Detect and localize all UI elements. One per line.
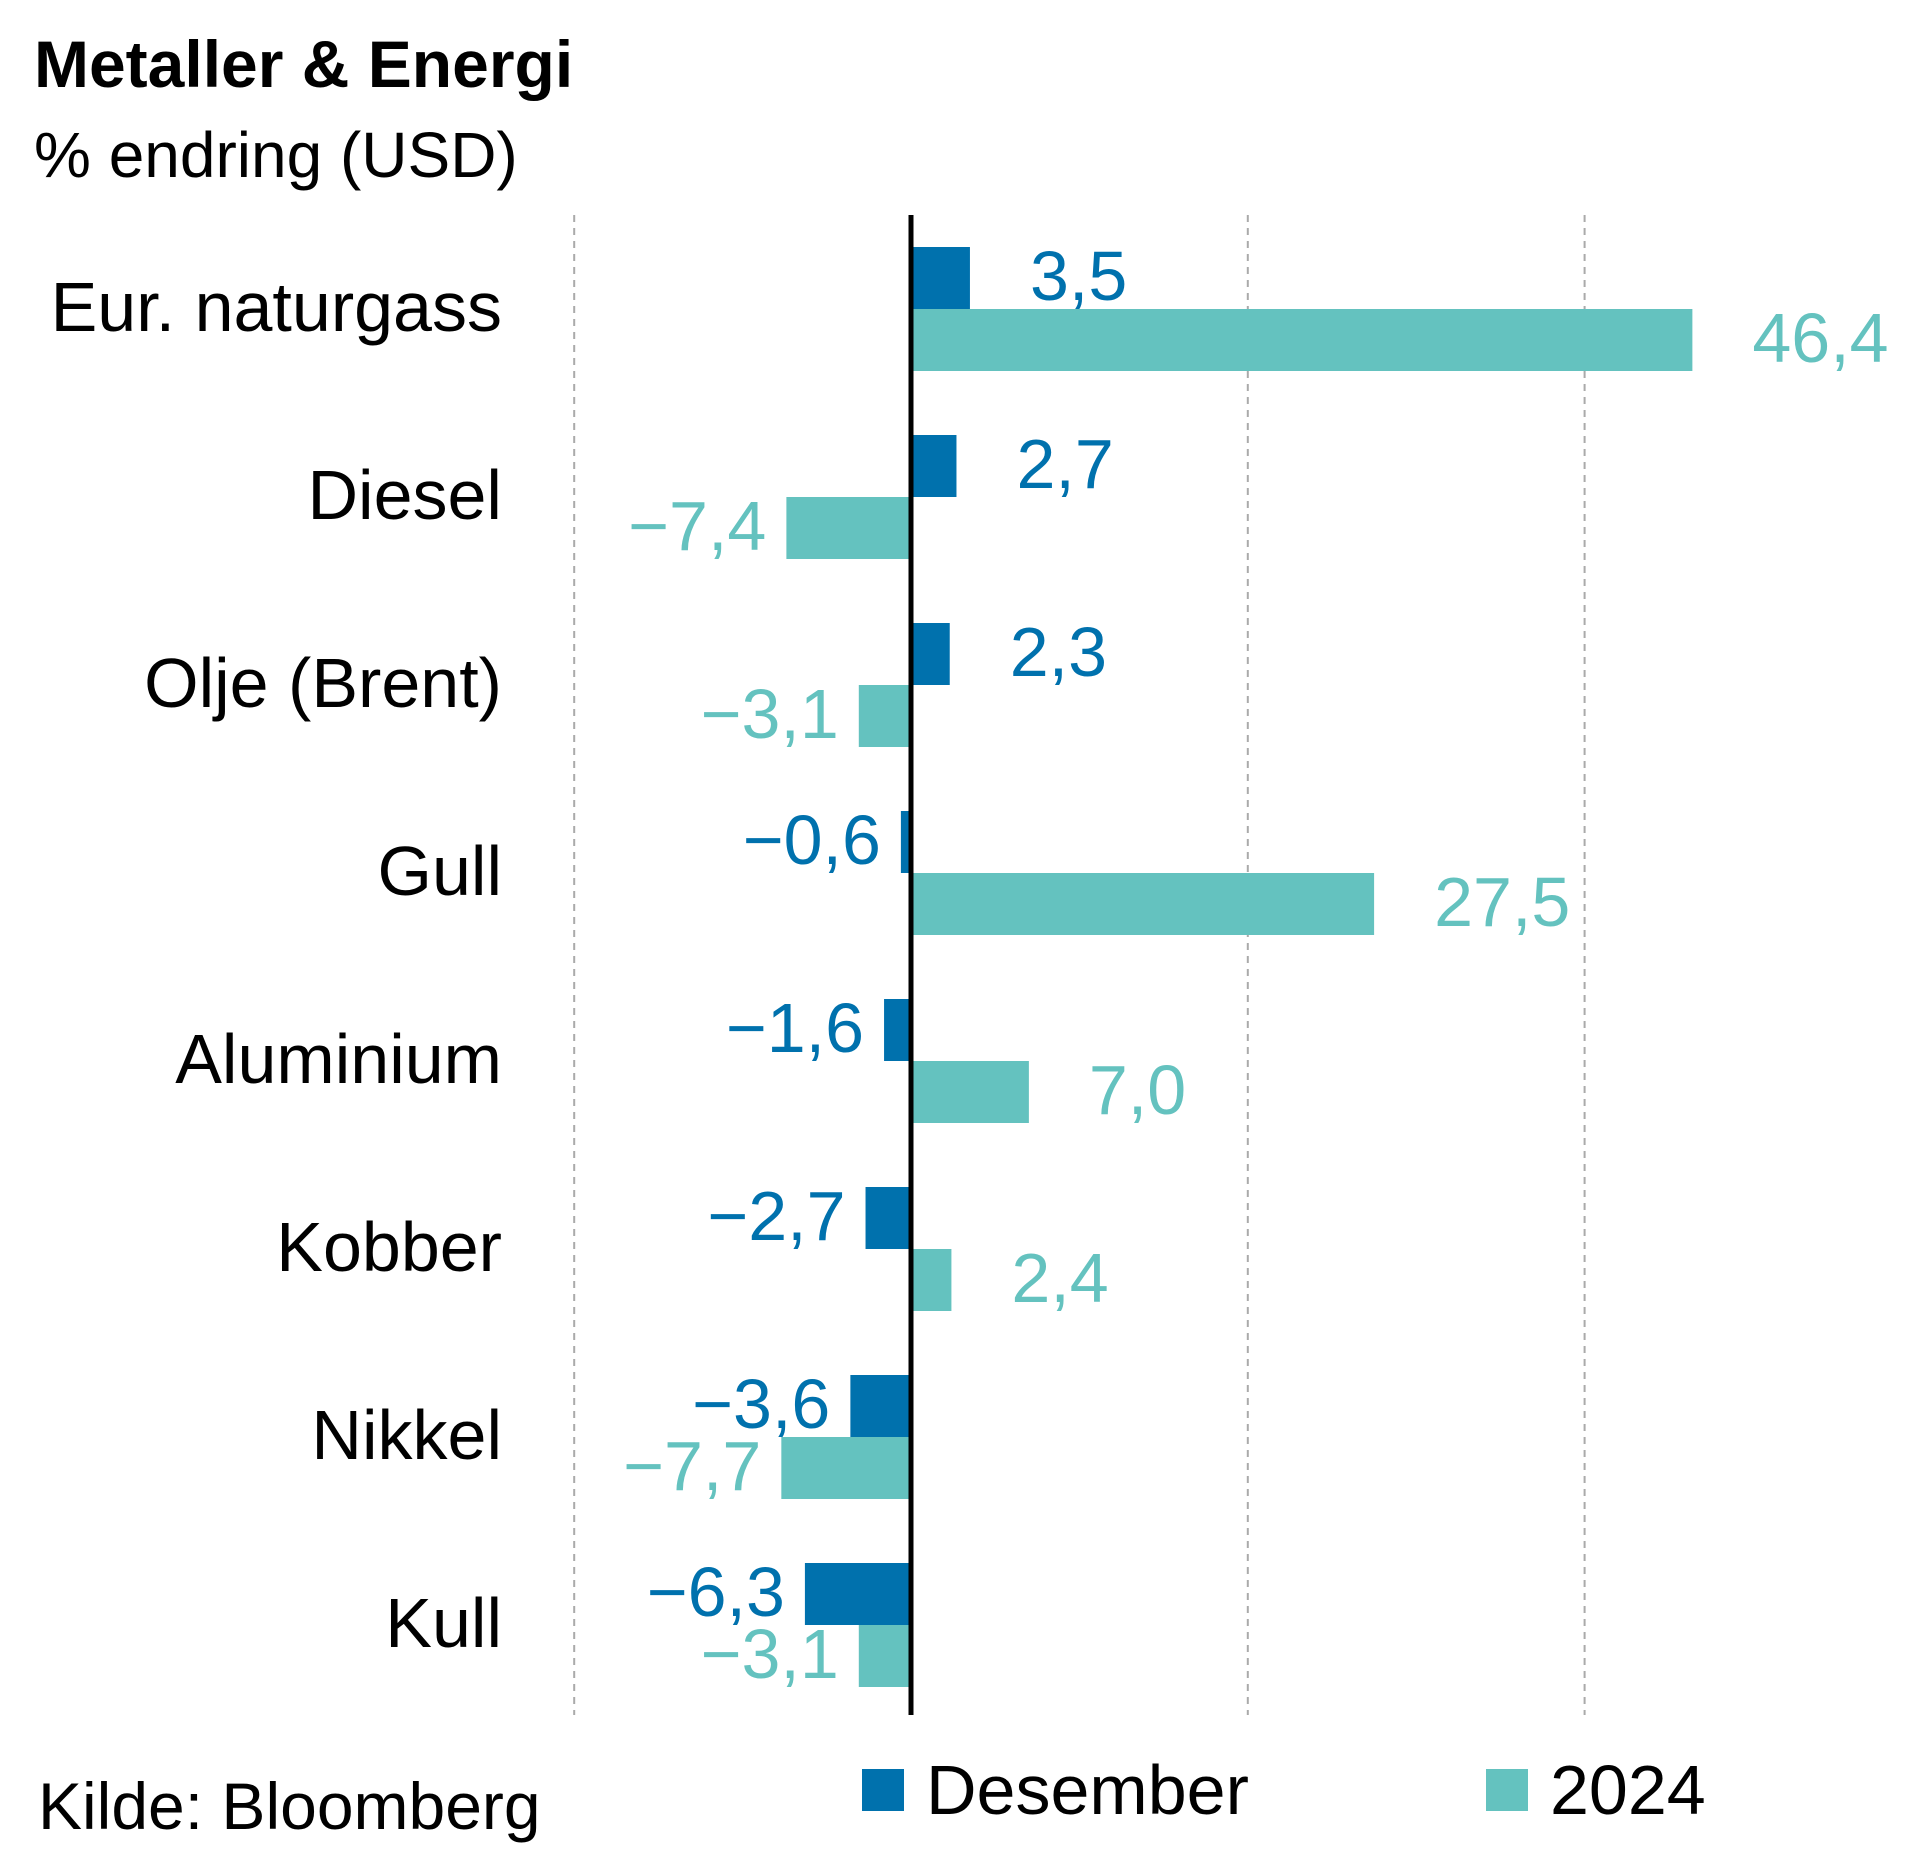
data-label-2024-olje-brent: −3,1 [701,675,839,753]
data-label-desember-olje-brent: 2,3 [1010,613,1107,691]
category-label-kull: Kull [385,1584,502,1662]
bar-2024-diesel [786,497,911,559]
bar-desember-gull [900,811,911,873]
bar-desember-nikkel [850,1375,911,1437]
bar-2024-olje-brent [858,685,911,747]
bar-2024-nikkel [781,1437,911,1499]
category-label-nikkel: Nikkel [311,1396,502,1474]
chart-title: Metaller & Energi [34,27,574,101]
bar-2024-gull [911,873,1375,935]
chart-subtitle: % endring (USD) [34,119,518,191]
category-label-kobber: Kobber [276,1208,502,1286]
legend-label-desember: Desember [926,1751,1249,1829]
bar-2024-kobber [911,1249,952,1311]
bar-desember-kobber [865,1187,911,1249]
data-label-2024-eur-naturgass: 46,4 [1752,299,1888,377]
data-label-desember-gull: −0,6 [743,801,881,879]
data-label-desember-diesel: 2,7 [1016,425,1113,503]
data-label-2024-gull: 27,5 [1434,863,1570,941]
legend-swatch-2024 [1486,1769,1528,1811]
data-label-desember-nikkel: −3,6 [692,1365,830,1443]
bar-2024-eur-naturgass [911,309,1693,371]
legend-item-2024: 2024 [1486,1750,1706,1830]
legend-item-desember: Desember [862,1750,1249,1830]
data-label-desember-aluminium: −1,6 [726,989,864,1067]
bar-2024-aluminium [911,1061,1029,1123]
legend-label-2024: 2024 [1550,1751,1706,1829]
category-label-diesel: Diesel [307,456,502,534]
data-label-2024-kobber: 2,4 [1011,1239,1108,1317]
bar-desember-diesel [911,435,957,497]
data-label-2024-aluminium: 7,0 [1089,1051,1186,1129]
data-label-2024-diesel: −7,4 [628,487,766,565]
category-label-eur-naturgass: Eur. naturgass [51,268,502,346]
category-label-olje-brent: Olje (Brent) [144,644,502,722]
category-label-aluminium: Aluminium [175,1020,502,1098]
bar-2024-kull [858,1625,911,1687]
data-label-2024-kull: −3,1 [701,1615,839,1693]
source-note: Kilde: Bloomberg [38,1769,541,1843]
bar-desember-aluminium [884,999,911,1061]
bar-desember-eur-naturgass [911,247,970,309]
category-label-gull: Gull [378,832,502,910]
data-label-2024-nikkel: −7,7 [623,1427,761,1505]
data-label-desember-eur-naturgass: 3,5 [1030,237,1127,315]
bar-desember-kull [804,1563,911,1625]
bar-desember-olje-brent [911,623,950,685]
data-label-desember-kobber: −2,7 [707,1177,845,1255]
data-label-desember-kull: −6,3 [647,1553,785,1631]
legend-swatch-desember [862,1769,904,1811]
